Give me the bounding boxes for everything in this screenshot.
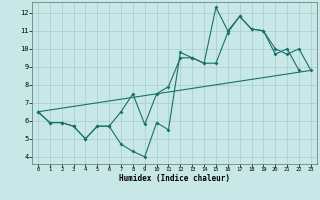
X-axis label: Humidex (Indice chaleur): Humidex (Indice chaleur) xyxy=(119,174,230,183)
